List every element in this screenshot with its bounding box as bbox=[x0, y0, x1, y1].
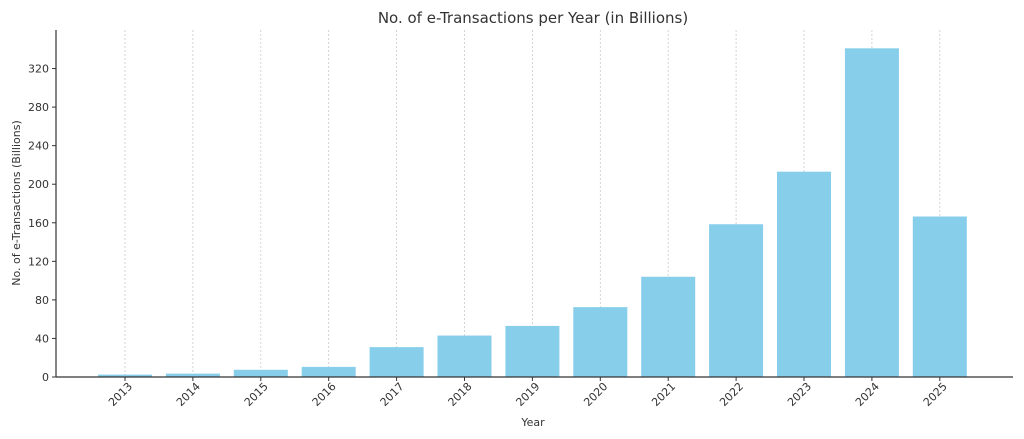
x-tick-label-2024: 2024 bbox=[853, 380, 882, 409]
y-tick-label-280: 280 bbox=[28, 101, 49, 114]
x-tick-label-2014: 2014 bbox=[174, 380, 203, 409]
bar-2020 bbox=[573, 307, 628, 377]
bar-2024 bbox=[844, 48, 899, 377]
bar-2015 bbox=[233, 369, 288, 377]
bar-2021 bbox=[641, 276, 696, 377]
chart-title: No. of e-Transactions per Year (in Billi… bbox=[378, 9, 688, 27]
bar-2016 bbox=[301, 366, 356, 377]
x-tick-label-2016: 2016 bbox=[310, 380, 339, 409]
bar-2017 bbox=[369, 347, 424, 377]
y-tick-label-320: 320 bbox=[28, 63, 49, 76]
x-tick-label-2017: 2017 bbox=[378, 380, 407, 409]
x-tick-label-2013: 2013 bbox=[106, 380, 135, 409]
x-tick-label-2023: 2023 bbox=[785, 380, 814, 409]
bar-2023 bbox=[777, 171, 831, 377]
bar-2025 bbox=[912, 216, 967, 377]
x-tick-label-2019: 2019 bbox=[513, 380, 542, 409]
x-tick-label-2025: 2025 bbox=[921, 380, 950, 409]
x-tick-label-2022: 2022 bbox=[717, 380, 746, 409]
bar-2013 bbox=[98, 374, 152, 377]
y-tick-label-0: 0 bbox=[42, 371, 49, 384]
y-tick-label-200: 200 bbox=[28, 178, 49, 191]
x-tick-label-2021: 2021 bbox=[649, 380, 678, 409]
y-ticks: 0 40 80 120 160 200 240 280 320 bbox=[28, 63, 56, 384]
x-tick-label-2018: 2018 bbox=[446, 380, 475, 409]
y-axis-label: No. of e-Transactions (Billions) bbox=[10, 120, 23, 286]
x-tick-label-2015: 2015 bbox=[242, 380, 271, 409]
x-axis-label: Year bbox=[520, 416, 545, 429]
y-tick-label-120: 120 bbox=[28, 255, 49, 268]
bars bbox=[98, 48, 967, 377]
bar-2019 bbox=[505, 325, 560, 377]
bar-2014 bbox=[165, 373, 220, 377]
bar-2022 bbox=[709, 224, 764, 377]
y-tick-label-240: 240 bbox=[28, 140, 49, 153]
y-tick-label-160: 160 bbox=[28, 217, 49, 230]
bar-2018 bbox=[437, 335, 492, 377]
x-ticks: 2013 2014 2015 2016 2017 2018 2019 2020 2021 2022… bbox=[106, 377, 950, 409]
x-tick-label-2020: 2020 bbox=[581, 380, 610, 409]
axes bbox=[55, 30, 1013, 378]
y-tick-label-40: 40 bbox=[35, 332, 49, 345]
y-tick-label-80: 80 bbox=[35, 294, 49, 307]
